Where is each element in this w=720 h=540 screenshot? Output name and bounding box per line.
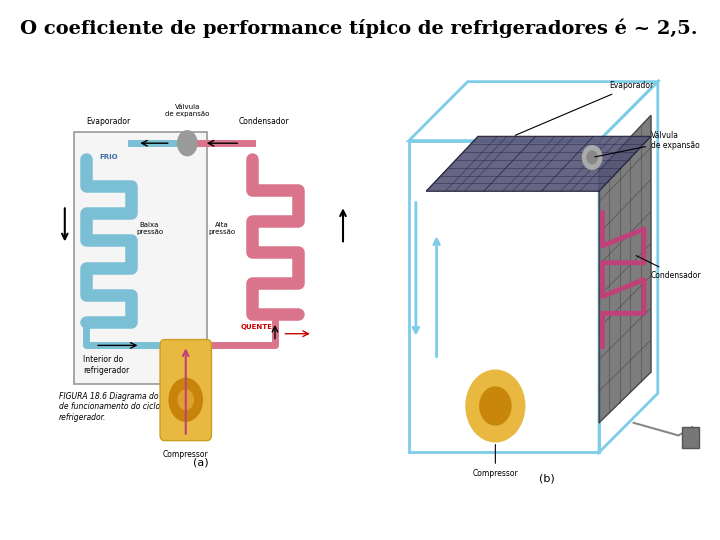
Text: Válvula
de expansão: Válvula de expansão	[165, 104, 210, 117]
Text: (a): (a)	[193, 458, 209, 468]
Text: Condensador: Condensador	[636, 255, 701, 280]
Circle shape	[480, 387, 511, 425]
Text: Evaporador: Evaporador	[86, 117, 131, 126]
Circle shape	[466, 370, 525, 442]
Text: O coeficiente de performance típico de refrigeradores é ~ 2,5.: O coeficiente de performance típico de r…	[20, 19, 698, 38]
Text: Válvula
de expansão: Válvula de expansão	[595, 131, 700, 157]
Text: QUENTE: QUENTE	[240, 324, 272, 330]
Polygon shape	[599, 116, 651, 423]
Text: Compressor: Compressor	[472, 444, 518, 478]
Text: (b): (b)	[539, 474, 555, 484]
Text: Baixa
pressão: Baixa pressão	[136, 222, 163, 235]
Polygon shape	[682, 427, 699, 448]
Circle shape	[169, 379, 202, 421]
FancyBboxPatch shape	[74, 132, 207, 384]
Polygon shape	[426, 137, 651, 191]
Text: Evaporador: Evaporador	[516, 82, 654, 136]
Text: FRIO: FRIO	[99, 154, 118, 160]
Circle shape	[179, 390, 193, 409]
Text: Compressor: Compressor	[163, 450, 209, 460]
Text: Alta
pressão: Alta pressão	[209, 222, 235, 235]
Circle shape	[582, 146, 602, 169]
Text: Interior do
refrigerador: Interior do refrigerador	[83, 355, 129, 375]
Text: FIGURA 18.6 Diagrama do princípio
de funcionamento do ciclo de um
refrigerador.: FIGURA 18.6 Diagrama do princípio de fun…	[59, 392, 194, 422]
Circle shape	[587, 151, 598, 164]
Text: Condensador: Condensador	[239, 117, 289, 126]
Circle shape	[178, 131, 197, 156]
FancyBboxPatch shape	[160, 340, 212, 441]
